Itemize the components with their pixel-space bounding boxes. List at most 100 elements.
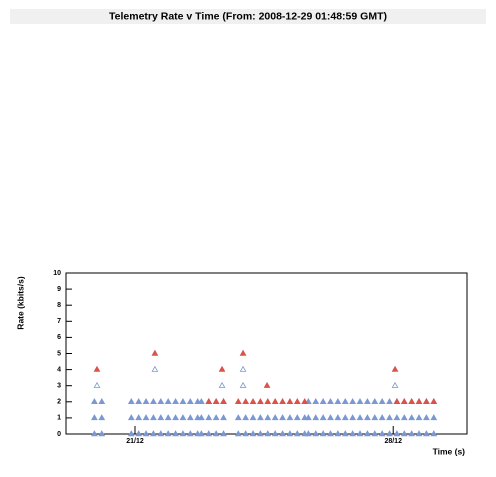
data-point bbox=[142, 430, 150, 437]
data-point bbox=[157, 397, 165, 404]
data-point bbox=[91, 430, 98, 437]
data-point bbox=[205, 414, 213, 421]
data-point bbox=[286, 397, 294, 404]
data-point bbox=[157, 430, 165, 437]
data-point bbox=[356, 414, 364, 421]
data-point bbox=[327, 430, 334, 437]
data-point bbox=[312, 397, 320, 404]
data-point bbox=[263, 381, 271, 388]
data-point bbox=[179, 430, 187, 437]
data-point bbox=[293, 414, 301, 421]
data-point bbox=[249, 430, 257, 437]
data-point bbox=[364, 430, 371, 437]
y-tick-label: 3 bbox=[57, 383, 61, 390]
data-point bbox=[242, 414, 250, 421]
data-point bbox=[150, 414, 157, 421]
data-point bbox=[271, 397, 279, 404]
data-point bbox=[220, 414, 227, 421]
data-point bbox=[356, 430, 364, 437]
data-point bbox=[319, 414, 327, 421]
y-tick-label: 2 bbox=[57, 399, 61, 406]
data-point bbox=[364, 397, 371, 404]
data-point bbox=[142, 414, 150, 421]
y-tick-label: 0 bbox=[57, 431, 61, 438]
data-point bbox=[212, 430, 220, 437]
data-point bbox=[172, 414, 179, 421]
data-point bbox=[157, 414, 165, 421]
data-point bbox=[341, 430, 349, 437]
data-point bbox=[423, 430, 430, 437]
data-point bbox=[179, 397, 187, 404]
data-point bbox=[293, 430, 301, 437]
data-point bbox=[408, 397, 416, 404]
data-point bbox=[393, 397, 401, 404]
data-point bbox=[264, 397, 272, 404]
data-point bbox=[142, 397, 150, 404]
data-point bbox=[400, 414, 408, 421]
data-point bbox=[334, 414, 342, 421]
x-tick-label: 28/12 bbox=[384, 438, 402, 445]
data-point bbox=[205, 397, 213, 404]
data-point bbox=[327, 414, 334, 421]
data-point bbox=[164, 414, 172, 421]
data-point bbox=[341, 414, 349, 421]
data-point bbox=[301, 397, 309, 404]
data-point bbox=[172, 397, 179, 404]
data-point bbox=[386, 430, 393, 437]
data-point bbox=[408, 430, 416, 437]
data-point bbox=[423, 397, 430, 404]
data-point bbox=[98, 430, 106, 437]
data-point bbox=[212, 414, 220, 421]
data-point bbox=[430, 430, 438, 437]
y-tick-label: 1 bbox=[57, 415, 61, 422]
data-point bbox=[249, 414, 257, 421]
data-point bbox=[312, 414, 320, 421]
data-point bbox=[400, 397, 408, 404]
data-point bbox=[151, 349, 159, 356]
data-point bbox=[415, 430, 423, 437]
data-point bbox=[319, 430, 327, 437]
data-point bbox=[135, 397, 143, 404]
data-point bbox=[93, 365, 101, 372]
data-point bbox=[91, 397, 98, 404]
x-tick-label: 21/12 bbox=[126, 438, 144, 445]
data-point bbox=[386, 414, 393, 421]
data-point bbox=[430, 397, 438, 404]
data-point bbox=[239, 381, 247, 388]
data-point bbox=[239, 365, 247, 372]
data-point bbox=[279, 430, 286, 437]
data-point bbox=[186, 414, 194, 421]
data-point bbox=[151, 365, 159, 372]
y-axis-label: Rate (kbits/s) bbox=[15, 276, 25, 330]
data-point bbox=[234, 397, 242, 404]
y-tick-label: 4 bbox=[57, 366, 61, 373]
data-point bbox=[264, 414, 272, 421]
data-point bbox=[349, 430, 357, 437]
y-tick-label: 5 bbox=[57, 350, 61, 357]
data-point bbox=[212, 397, 220, 404]
data-point bbox=[378, 430, 386, 437]
data-point bbox=[334, 430, 342, 437]
data-point bbox=[319, 397, 327, 404]
data-point bbox=[423, 414, 430, 421]
data-point bbox=[198, 430, 205, 437]
data-point bbox=[271, 430, 279, 437]
data-point bbox=[386, 397, 393, 404]
data-point bbox=[135, 414, 143, 421]
data-point bbox=[205, 430, 213, 437]
data-point bbox=[257, 430, 264, 437]
title-bar bbox=[10, 9, 486, 24]
data-point bbox=[264, 430, 272, 437]
data-point bbox=[371, 414, 379, 421]
data-point bbox=[198, 414, 205, 421]
data-point bbox=[334, 397, 342, 404]
data-point bbox=[234, 430, 242, 437]
data-point bbox=[349, 414, 357, 421]
data-point bbox=[293, 397, 301, 404]
data-point bbox=[93, 381, 101, 388]
data-point bbox=[327, 397, 334, 404]
data-point bbox=[279, 397, 286, 404]
data-point bbox=[220, 397, 227, 404]
